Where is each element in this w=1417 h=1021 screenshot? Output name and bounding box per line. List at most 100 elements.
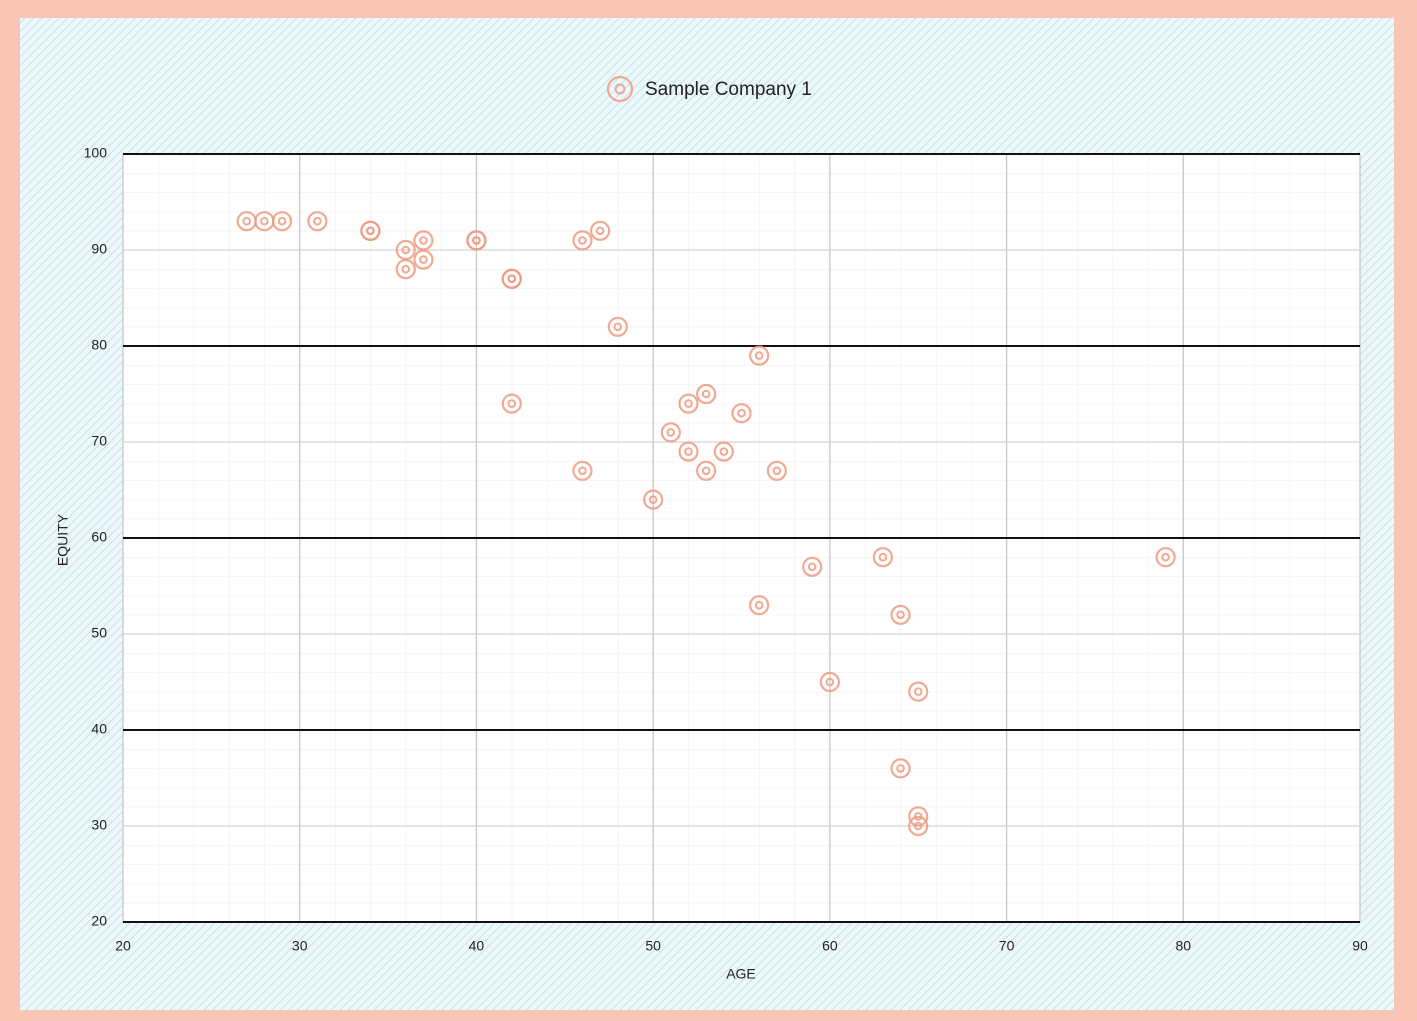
marker-outer (749, 595, 770, 616)
marker-outer (1155, 547, 1176, 568)
point (643, 489, 664, 510)
marker-outer (395, 259, 416, 280)
marker-outer (678, 441, 699, 462)
x-tick-label: 90 (1352, 938, 1368, 954)
marker-outer (643, 489, 664, 510)
marker-outer (890, 604, 911, 625)
point (501, 393, 522, 414)
y-tick-label: 40 (91, 721, 107, 737)
marker-inner (684, 399, 693, 408)
marker-inner (896, 764, 905, 773)
y-tick-label: 60 (91, 529, 107, 545)
point (413, 230, 434, 251)
marker-inner (507, 399, 517, 408)
x-axis-label: AGE (726, 966, 756, 982)
marker-outer (819, 671, 840, 693)
point (395, 239, 416, 261)
point (802, 556, 823, 577)
legend: Sample Company 1 (606, 75, 812, 103)
y-tick-label: 50 (91, 625, 107, 641)
marker-inner (366, 226, 375, 236)
point (660, 422, 681, 443)
marker-inner (242, 216, 251, 226)
marker-inner (419, 236, 428, 245)
point (413, 249, 434, 270)
point (872, 547, 893, 568)
marker-outer (696, 383, 717, 405)
marker-inner (913, 687, 923, 696)
point (766, 460, 787, 481)
marker-outer (395, 239, 416, 261)
point (696, 383, 717, 405)
x-tick-label: 60 (822, 938, 838, 954)
marker-outer (360, 220, 381, 241)
marker-outer (413, 230, 434, 251)
point (749, 345, 770, 366)
point (307, 211, 328, 232)
point (890, 758, 911, 779)
marker-inner (277, 216, 287, 226)
marker-outer (908, 806, 929, 827)
marker-inner (648, 495, 658, 504)
marker-inner (772, 466, 782, 476)
marker-outer (501, 393, 522, 414)
y-tick-label: 30 (91, 817, 107, 833)
marker-inner (578, 466, 587, 476)
y-tick-label: 100 (84, 145, 108, 161)
marker-inner (666, 428, 676, 437)
point (908, 806, 929, 827)
marker-outer (908, 681, 929, 702)
marker-outer (766, 460, 787, 481)
point (731, 403, 752, 424)
point (360, 220, 381, 241)
marker-inner (595, 226, 605, 236)
marker-outer (660, 422, 681, 443)
point (1155, 547, 1176, 568)
marker-inner (614, 83, 626, 95)
y-tick-label: 20 (91, 913, 107, 929)
point (749, 595, 770, 616)
marker-inner (754, 600, 764, 610)
marker-outer (466, 230, 487, 251)
marker-outer (607, 316, 628, 337)
marker-outer (590, 220, 611, 241)
point (572, 460, 593, 481)
point (271, 211, 293, 232)
marker-inner (472, 236, 481, 245)
point (501, 268, 522, 289)
legend-marker (606, 75, 634, 103)
y-tick-label: 90 (91, 241, 107, 257)
marker-inner (896, 610, 905, 620)
marker-inner (878, 552, 888, 562)
marker-inner (419, 255, 428, 264)
marker-outer (678, 393, 699, 414)
marker-inner (613, 322, 623, 332)
marker-inner (313, 216, 322, 226)
marker-outer (696, 460, 717, 481)
point (908, 681, 929, 702)
marker-inner (737, 408, 746, 418)
marker-outer (802, 556, 823, 577)
marker-outer (872, 547, 893, 568)
marker-inner (401, 245, 411, 255)
marker-inner (1161, 552, 1170, 562)
marker-outer (271, 211, 293, 232)
marker-inner (260, 216, 269, 226)
marker-outer (413, 249, 434, 270)
x-tick-label: 40 (469, 938, 485, 954)
point (607, 316, 628, 337)
point (678, 441, 699, 462)
marker-inner (507, 274, 517, 284)
marker-outer (606, 75, 634, 103)
x-tick-label: 70 (999, 938, 1015, 954)
y-axis-label: EQUITY (55, 513, 71, 566)
x-tick-label: 20 (115, 938, 131, 954)
marker-outer (890, 758, 911, 779)
x-tick-label: 30 (292, 938, 308, 954)
marker-outer (731, 403, 752, 424)
marker-outer (908, 815, 929, 837)
point (395, 259, 416, 280)
marker-inner (825, 677, 835, 687)
point (696, 460, 717, 481)
